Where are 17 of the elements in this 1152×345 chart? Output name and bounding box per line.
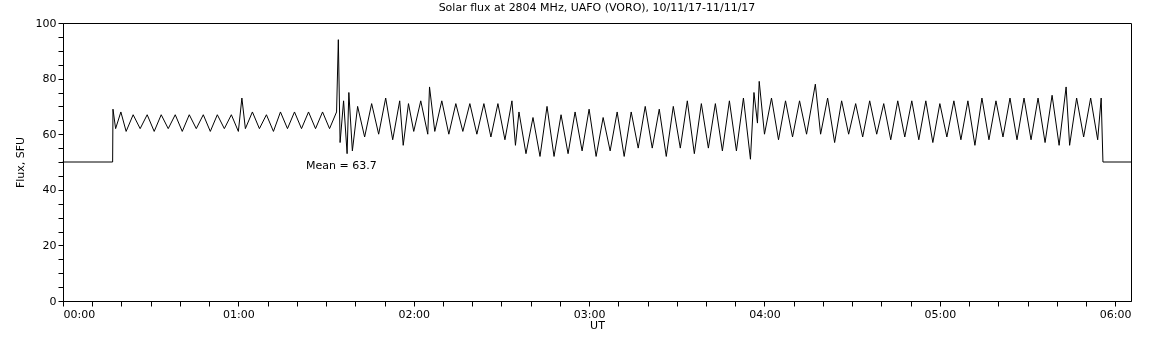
y-tick-label: 20 [42, 238, 57, 252]
y-tick-label: 60 [42, 127, 57, 141]
y-tick-label: 80 [42, 72, 57, 86]
y-axis-title: Flux, SFU [13, 136, 27, 189]
x-tick-label: 01:00 [223, 307, 255, 321]
x-tick-label: 00:00 [63, 307, 96, 321]
x-tick-label: 04:00 [749, 307, 781, 321]
x-tick-label: 06:00 [1099, 307, 1132, 321]
x-tick-label: 02:00 [398, 307, 431, 321]
x-axis-title: UT [590, 318, 606, 332]
chart-title: Solar flux at 2804 MHz, UAFO (VORO), 10/11/17-11/11/17 [438, 1, 756, 14]
y-tick-label: 40 [42, 183, 57, 197]
y-tick-label: 100 [35, 16, 57, 30]
x-tick-label: 03:00 [573, 307, 606, 321]
annotation: Mean = 63.7 [306, 159, 377, 172]
y-tick-label: 0 [49, 294, 57, 308]
x-tick-label: 05:00 [924, 307, 957, 321]
